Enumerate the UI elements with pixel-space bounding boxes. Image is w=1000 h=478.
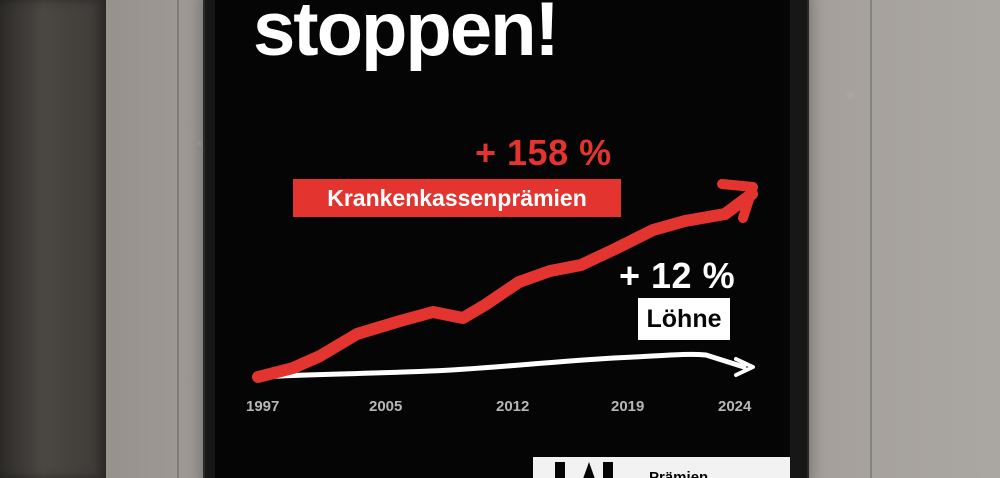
dark-pillar: [0, 0, 106, 478]
year-tick: 2024: [718, 398, 752, 415]
wall-seam: [177, 0, 179, 478]
wage-line: [255, 351, 747, 380]
campaign-poster: stoppen! + 158 % Krankenkassenprämien + …: [215, 0, 790, 478]
growth-chart: [252, 179, 758, 383]
year-tick: 2019: [611, 398, 645, 415]
partial-bottom-text: Prämien: [649, 469, 709, 478]
premium-increase: + 158 %: [475, 132, 612, 173]
wage-label: Löhne: [638, 298, 730, 340]
year-tick: 1997: [246, 398, 280, 415]
premium-arrowhead: [717, 179, 758, 223]
headline: stoppen!: [253, 0, 560, 72]
wage-arrowhead: [734, 357, 755, 377]
wall-seam: [870, 0, 872, 478]
wage-increase: + 12 %: [619, 255, 736, 296]
premium-line: [252, 188, 758, 383]
year-tick: 2005: [369, 398, 403, 415]
premium-label: Krankenkassenprämien: [293, 179, 621, 217]
bottom-white-panel: [533, 457, 790, 478]
logo-mark: [555, 462, 613, 478]
year-tick: 2012: [496, 398, 530, 415]
